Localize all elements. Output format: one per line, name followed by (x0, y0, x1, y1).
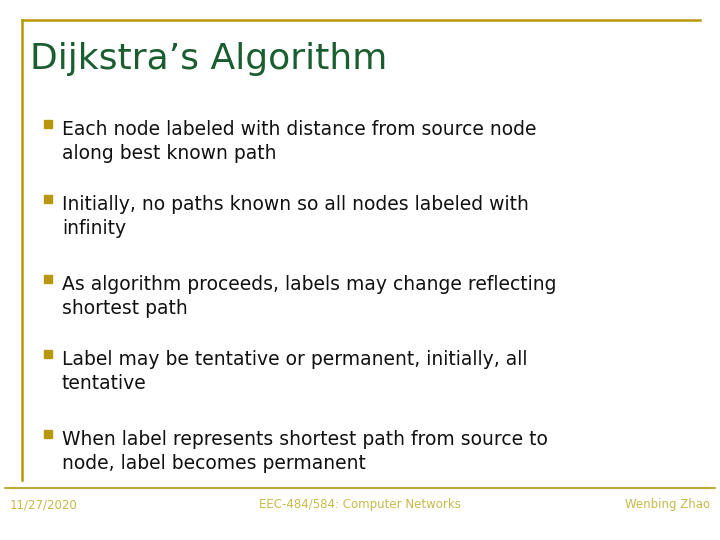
Text: Wenbing Zhao: Wenbing Zhao (625, 498, 710, 511)
Text: When label represents shortest path from source to
node, label becomes permanent: When label represents shortest path from… (62, 430, 548, 473)
FancyBboxPatch shape (44, 120, 52, 128)
Text: Dijkstra’s Algorithm: Dijkstra’s Algorithm (30, 42, 387, 76)
FancyBboxPatch shape (44, 350, 52, 358)
Text: As algorithm proceeds, labels may change reflecting
shortest path: As algorithm proceeds, labels may change… (62, 275, 557, 318)
Text: Initially, no paths known so all nodes labeled with
infinity: Initially, no paths known so all nodes l… (62, 195, 529, 238)
Text: Label may be tentative or permanent, initially, all
tentative: Label may be tentative or permanent, ini… (62, 350, 528, 393)
FancyBboxPatch shape (44, 430, 52, 438)
Text: EEC-484/584: Computer Networks: EEC-484/584: Computer Networks (259, 498, 461, 511)
Text: 11/27/2020: 11/27/2020 (10, 498, 78, 511)
FancyBboxPatch shape (44, 275, 52, 283)
Text: Each node labeled with distance from source node
along best known path: Each node labeled with distance from sou… (62, 120, 536, 163)
FancyBboxPatch shape (44, 195, 52, 203)
